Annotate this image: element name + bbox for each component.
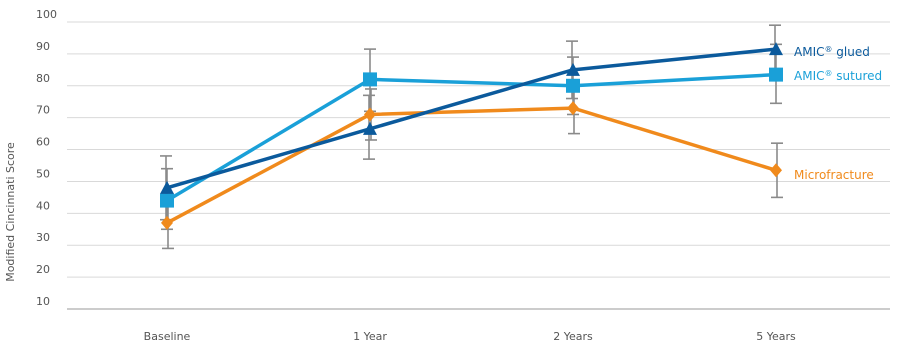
y-tick-label: 100: [36, 8, 57, 21]
y-tick-label: 40: [36, 199, 50, 212]
y-tick-label: 50: [36, 167, 50, 180]
legend-label-2: Microfracture: [794, 168, 874, 182]
series-line-2: [165, 106, 778, 225]
data-point-square: [160, 193, 174, 208]
data-point-triangle: [566, 62, 580, 76]
data-point-diamond: [770, 163, 782, 178]
x-tick-label: 2 Years: [553, 330, 593, 343]
data-point-diamond: [364, 107, 376, 122]
legend-label-part: Microfracture: [794, 168, 874, 182]
data-point-triangle: [363, 121, 377, 135]
y-tick-label: 80: [36, 72, 50, 85]
data-point-square: [363, 72, 377, 87]
series-line-0: [165, 47, 778, 190]
legend-label-part: sutured: [832, 69, 882, 83]
series-markers: [160, 42, 783, 230]
y-tick-labels: 10 20 30 40 50 60 70 80 90 100: [36, 8, 57, 308]
y-tick-label: 20: [36, 263, 50, 276]
x-tick-label: 1 Year: [353, 330, 387, 343]
x-tick-labels: Baseline 1 Year 2 Years 5 Years: [144, 330, 796, 343]
data-point-diamond: [567, 101, 579, 116]
data-point-square: [566, 78, 580, 93]
y-tick-label: 90: [36, 40, 50, 53]
legend-label-1: AMIC® sutured: [794, 69, 882, 84]
series-line-1: [165, 72, 778, 203]
legend-label-part: ®: [824, 45, 832, 54]
grid: [67, 21, 890, 310]
x-tick-label: 5 Years: [756, 330, 796, 343]
y-tick-label: 10: [36, 295, 50, 308]
x-tick-label: Baseline: [144, 330, 191, 343]
legend-label-part: AMIC: [794, 69, 824, 83]
data-point-diamond: [161, 215, 173, 230]
legend-label-part: glued: [832, 45, 869, 59]
series-lines: [165, 47, 778, 225]
data-point-triangle: [160, 180, 174, 194]
data-point-square: [769, 67, 783, 82]
legend-label-0: AMIC® glued: [794, 45, 870, 60]
data-point-triangle: [769, 42, 783, 56]
y-axis-title: Modified Cincinnati Score: [4, 142, 17, 282]
y-tick-label: 30: [36, 231, 50, 244]
legend-label-part: ®: [824, 69, 832, 78]
y-tick-label: 60: [36, 136, 50, 149]
legend-label-part: AMIC: [794, 45, 824, 59]
y-tick-label: 70: [36, 104, 50, 117]
